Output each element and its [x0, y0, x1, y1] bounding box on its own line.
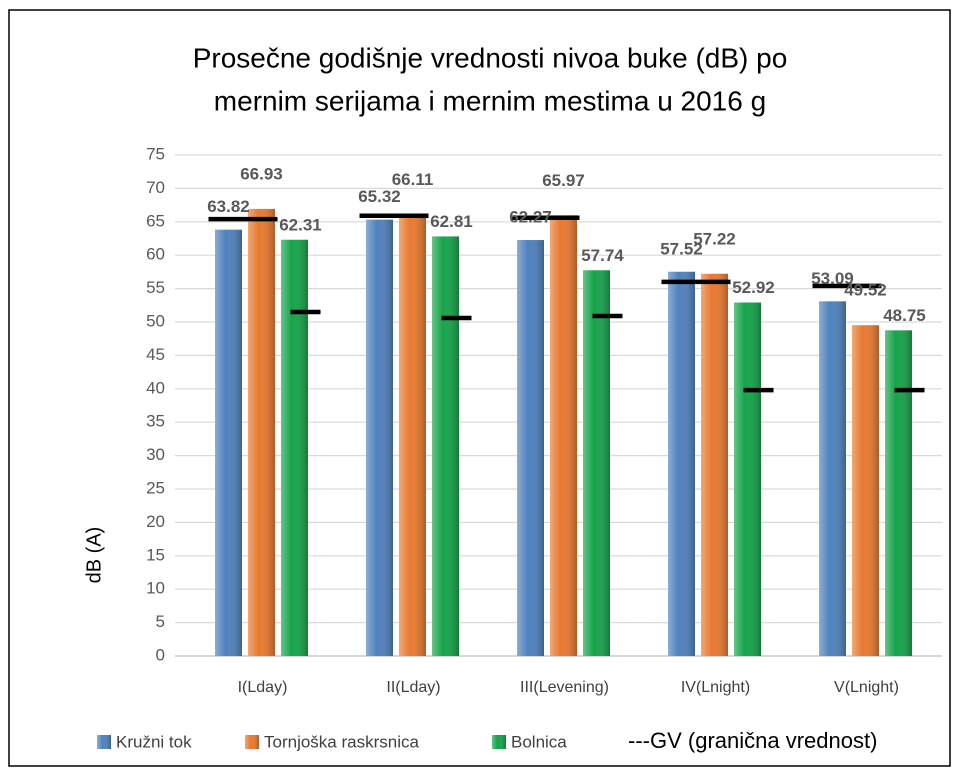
x-tick-label: II(Lday) [386, 679, 440, 696]
value-label: 57.52 [660, 239, 703, 258]
y-tick-label: 10 [146, 579, 165, 598]
y-tick-label: 60 [146, 245, 165, 264]
value-label: 48.75 [883, 306, 926, 325]
y-tick-label: 35 [146, 412, 165, 431]
value-label: 57.74 [581, 246, 624, 265]
y-axis-label: dB (A) [83, 527, 105, 584]
bar-shade [852, 325, 879, 656]
value-label: 62.27 [509, 208, 552, 227]
y-tick-label: 30 [146, 445, 165, 464]
value-label: 62.31 [279, 215, 322, 234]
y-tick-label: 65 [146, 211, 165, 230]
chart-title: mernim serijama i mernim mestima u 2016 … [214, 85, 766, 116]
bar-shade [734, 302, 761, 656]
legend-swatch-shade [492, 735, 506, 749]
y-tick-label: 15 [146, 545, 165, 564]
y-tick-label: 75 [146, 144, 165, 163]
chart-frame [8, 9, 951, 767]
value-label: 66.93 [240, 164, 283, 183]
x-tick-label: III(Levening) [520, 679, 609, 696]
legend-label: Bolnica [511, 732, 567, 751]
bar-shade [281, 239, 308, 656]
y-tick-label: 70 [146, 178, 165, 197]
x-tick-label: I(Lday) [238, 679, 288, 696]
legend-swatch-shade [97, 735, 111, 749]
value-label: 49.52 [844, 281, 887, 300]
legend-label: ---GV (granična vrednost) [628, 728, 877, 753]
y-tick-label: 20 [146, 512, 165, 531]
value-label: 52.92 [732, 278, 775, 297]
bar-shade [248, 208, 275, 656]
y-tick-label: 0 [156, 645, 165, 664]
bar-shade [668, 271, 695, 656]
bar-shade [399, 214, 426, 656]
chart-title: Prosečne godišnje vrednosti nivoa buke (… [193, 42, 788, 73]
y-tick-label: 50 [146, 311, 165, 330]
bar-shade [885, 330, 912, 656]
value-label: 65.97 [542, 171, 585, 190]
value-label: 63.82 [207, 197, 250, 216]
bar-shade [517, 240, 544, 656]
bar-shade [215, 229, 242, 656]
bar-shade [819, 301, 846, 656]
y-tick-label: 55 [146, 278, 165, 297]
x-tick-label: V(Lnight) [834, 679, 899, 696]
y-tick-label: 25 [146, 478, 165, 497]
legend-label: Kružni tok [116, 732, 192, 751]
value-label: 62.81 [430, 212, 473, 231]
value-label: 66.11 [392, 170, 434, 189]
value-label: 53.09 [811, 269, 854, 288]
y-tick-label: 45 [146, 345, 165, 364]
x-tick-label: IV(Lnight) [681, 679, 750, 696]
bar-shade [366, 219, 393, 656]
bar-shade [432, 236, 459, 656]
y-tick-label: 40 [146, 378, 165, 397]
bar-shade [550, 215, 577, 656]
value-label: 57.22 [693, 229, 736, 248]
legend-swatch-shade [245, 735, 259, 749]
legend-label: Tornjoška raskrsnica [264, 732, 419, 751]
bar-shade [701, 273, 728, 656]
y-tick-label: 5 [156, 612, 165, 631]
bar-shade [583, 270, 610, 656]
value-label: 65.32 [358, 187, 401, 206]
